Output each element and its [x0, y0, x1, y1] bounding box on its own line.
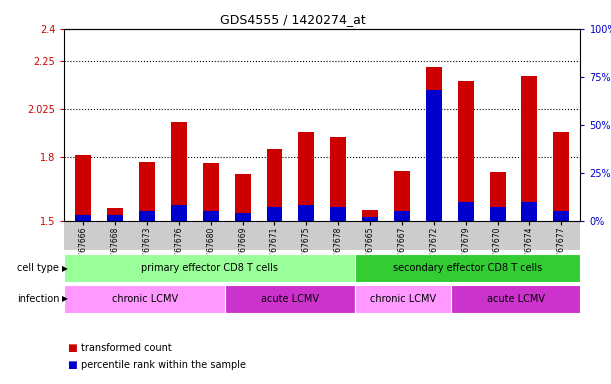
- Bar: [458, 202, 474, 221]
- Text: primary effector CD8 T cells: primary effector CD8 T cells: [141, 263, 278, 273]
- Text: chronic LCMV: chronic LCMV: [370, 294, 436, 304]
- Bar: [554, 211, 569, 221]
- Bar: [331, 137, 346, 221]
- Text: acute LCMV: acute LCMV: [487, 294, 545, 304]
- Bar: [266, 149, 282, 221]
- Text: ■: ■: [67, 360, 77, 370]
- Bar: [522, 202, 538, 221]
- Bar: [298, 132, 314, 221]
- Bar: [139, 162, 155, 221]
- Bar: [107, 209, 123, 221]
- Text: GDS4555 / 1420274_at: GDS4555 / 1420274_at: [221, 13, 366, 26]
- Bar: [203, 163, 219, 221]
- Bar: [235, 174, 251, 221]
- Bar: [171, 205, 187, 221]
- Bar: [394, 211, 410, 221]
- Text: ▶: ▶: [62, 295, 68, 303]
- Bar: [107, 215, 123, 221]
- Bar: [266, 207, 282, 221]
- Bar: [171, 122, 187, 221]
- Bar: [489, 172, 505, 221]
- Bar: [139, 211, 155, 221]
- Bar: [203, 211, 219, 221]
- Text: transformed count: transformed count: [81, 343, 172, 353]
- Text: ■: ■: [67, 343, 77, 353]
- Bar: [75, 215, 91, 221]
- Bar: [235, 213, 251, 221]
- Text: percentile rank within the sample: percentile rank within the sample: [81, 360, 246, 370]
- Bar: [298, 205, 314, 221]
- Bar: [331, 207, 346, 221]
- Bar: [394, 170, 410, 221]
- Bar: [426, 67, 442, 221]
- Bar: [362, 217, 378, 221]
- Text: infection: infection: [16, 294, 59, 304]
- Bar: [426, 90, 442, 221]
- Text: chronic LCMV: chronic LCMV: [112, 294, 178, 304]
- Bar: [522, 76, 538, 221]
- Text: acute LCMV: acute LCMV: [261, 294, 319, 304]
- Bar: [554, 132, 569, 221]
- Bar: [362, 210, 378, 221]
- Text: secondary effector CD8 T cells: secondary effector CD8 T cells: [393, 263, 542, 273]
- Bar: [75, 155, 91, 221]
- Text: ▶: ▶: [62, 264, 68, 273]
- Bar: [458, 81, 474, 221]
- Text: cell type: cell type: [17, 263, 59, 273]
- Bar: [489, 207, 505, 221]
